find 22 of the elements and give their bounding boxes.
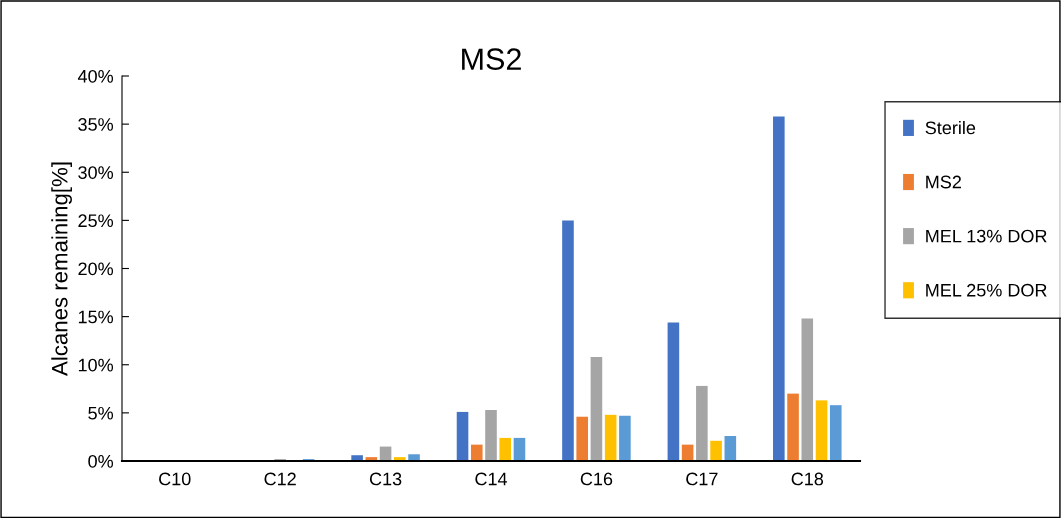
legend-label: Sterile <box>925 120 976 135</box>
y-tick-label: 35% <box>78 118 114 131</box>
y-tick-label: 5% <box>88 406 114 420</box>
x-tick-label: C14 <box>475 472 508 486</box>
y-tick-label: 25% <box>78 214 114 228</box>
y-tick-label: 30% <box>78 166 114 179</box>
x-tick-label: C18 <box>791 472 824 486</box>
x-tick-label: C16 <box>580 472 613 486</box>
x-tick-label: C13 <box>369 472 402 486</box>
y-tick-label: 0% <box>88 454 114 468</box>
chart-title: MS2 <box>462 48 521 70</box>
legend-label: MEL 13% DOR <box>926 229 1047 243</box>
y-tick-label: 40% <box>77 69 114 83</box>
x-tick-label: C10 <box>159 472 191 486</box>
legend-label: MS2 <box>926 175 961 189</box>
legend-label: MEL 25% DOR <box>926 283 1047 297</box>
x-tick-label: C17 <box>686 472 718 486</box>
y-axis-title: Alcanes remaining[%] <box>51 162 72 376</box>
y-tick-label: 10% <box>78 358 114 372</box>
y-tick-label: 15% <box>78 310 114 324</box>
y-tick-label: 20% <box>78 262 114 276</box>
x-tick-label: C12 <box>264 472 296 486</box>
